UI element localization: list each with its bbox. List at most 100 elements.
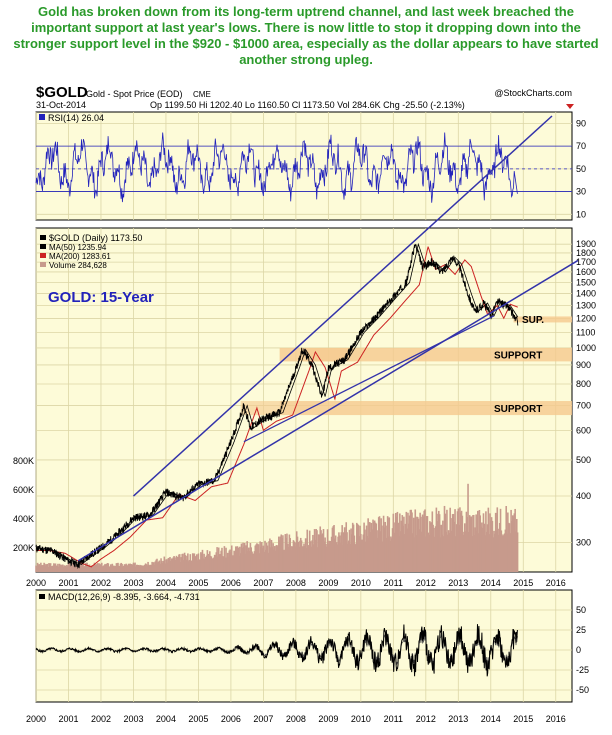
x-tick-label: 2002 xyxy=(91,714,111,724)
y-tick-label: 1200 xyxy=(576,313,596,323)
volume-tick-label: 200K xyxy=(13,543,34,553)
y-tick-label: 70 xyxy=(576,141,586,151)
y-tick-label: 1100 xyxy=(576,328,595,338)
y-tick-label: 1700 xyxy=(576,257,596,267)
support-zone xyxy=(240,401,280,416)
x-tick-label: 2015 xyxy=(513,578,533,588)
x-tick-label: 2009 xyxy=(318,714,338,724)
y-tick-label: 1500 xyxy=(576,277,596,287)
chart-annotation: GOLD: 15-Year xyxy=(48,289,154,306)
y-tick-label: 1800 xyxy=(576,248,596,258)
headline: Gold has broken down from its long-term … xyxy=(13,4,599,67)
price-line xyxy=(35,243,519,569)
y-tick-label: 10 xyxy=(576,209,586,219)
legend-entry: MA(50) 1235.94 xyxy=(49,243,107,252)
support-zone xyxy=(513,316,572,323)
macd-title: MACD(12,26,9) -8.395, -3.664, -4.731 xyxy=(48,592,200,602)
chart-date: 31-Oct-2014 xyxy=(36,100,86,110)
y-tick-label: 600 xyxy=(576,425,591,435)
x-tick-label: 2011 xyxy=(384,714,403,724)
x-tick-label: 2014 xyxy=(481,578,501,588)
support-zone-label: SUP. xyxy=(522,315,544,326)
x-tick-label: 2011 xyxy=(384,578,403,588)
chart-quote-line: Op 1199.50 Hi 1202.40 Lo 1160.50 Cl 1173… xyxy=(150,100,465,110)
legend-entry: MA(200) 1283.61 xyxy=(49,252,111,261)
x-tick-label: 2004 xyxy=(156,578,176,588)
stockcharts-credit: @StockCharts.com xyxy=(494,88,572,98)
y-tick-label: 0 xyxy=(576,645,581,655)
x-tick-label: 2007 xyxy=(253,714,273,724)
x-tick-label: 2008 xyxy=(286,578,306,588)
rsi-legend-swatch xyxy=(39,114,45,120)
support-zone-label: SUPPORT xyxy=(494,351,542,362)
y-tick-label: 900 xyxy=(576,360,591,370)
x-tick-label: 2008 xyxy=(286,714,306,724)
x-tick-label: 2016 xyxy=(546,714,566,724)
y-tick-label: 300 xyxy=(576,538,591,548)
price-panel xyxy=(35,227,573,573)
volume-tick-label: 400K xyxy=(13,514,34,524)
macd-line xyxy=(35,624,518,677)
y-tick-label: 25 xyxy=(576,625,586,635)
x-tick-label: 2002 xyxy=(91,578,111,588)
y-tick-label: 1300 xyxy=(576,301,596,311)
y-tick-label: 1900 xyxy=(576,239,596,249)
x-tick-label: 2007 xyxy=(253,578,273,588)
rsi-title: RSI(14) 26.04 xyxy=(48,113,104,123)
x-tick-label: 2013 xyxy=(448,578,468,588)
x-tick-label: 2003 xyxy=(123,578,143,588)
rsi-line xyxy=(35,132,518,203)
x-tick-label: 2010 xyxy=(351,578,371,588)
x-tick-label: 2001 xyxy=(58,714,78,724)
y-tick-label: 1600 xyxy=(576,267,596,277)
y-tick-label: 90 xyxy=(576,118,586,128)
x-tick-label: 2012 xyxy=(416,714,436,724)
legend-swatch xyxy=(40,235,46,240)
y-tick-label: 1000 xyxy=(576,343,596,353)
x-tick-label: 2001 xyxy=(58,578,78,588)
support-zone xyxy=(279,401,572,416)
legend-swatch xyxy=(40,262,46,267)
x-tick-label: 2016 xyxy=(546,578,566,588)
x-tick-label: 2006 xyxy=(221,714,241,724)
y-tick-label: 50 xyxy=(576,164,586,174)
macd-legend-swatch xyxy=(39,594,45,599)
support-zone xyxy=(305,347,348,362)
macd-panel xyxy=(35,589,573,703)
y-tick-label: 400 xyxy=(576,491,591,501)
y-tick-label: 30 xyxy=(576,187,586,197)
x-tick-label: 2004 xyxy=(156,714,176,724)
lower-trend-line xyxy=(77,259,579,562)
x-tick-label: 2006 xyxy=(221,578,241,588)
x-tick-label: 2010 xyxy=(351,714,371,724)
x-tick-label: 2005 xyxy=(188,714,208,724)
x-tick-label: 2003 xyxy=(123,714,143,724)
legend-entry: Volume 284,628 xyxy=(49,261,107,270)
legend-swatch xyxy=(40,244,46,249)
volume-tick-label: 600K xyxy=(13,485,34,495)
y-tick-label: 500 xyxy=(576,455,591,465)
rsi-panel xyxy=(35,111,573,221)
y-tick-label: 1400 xyxy=(576,289,596,299)
legend-swatch xyxy=(40,253,46,258)
support-zone-label: SUPPORT xyxy=(494,404,542,415)
chart-symbol: $GOLD xyxy=(36,84,88,101)
y-tick-label: 50 xyxy=(576,605,586,615)
x-tick-label: 2012 xyxy=(416,578,436,588)
chart-exchange: CME xyxy=(193,90,211,99)
legend-entry: $GOLD (Daily) 1173.50 xyxy=(49,233,142,243)
x-tick-label: 2014 xyxy=(481,714,501,724)
y-tick-label: 800 xyxy=(576,379,591,389)
x-tick-label: 2013 xyxy=(448,714,468,724)
inner-trend-line xyxy=(243,315,495,443)
x-tick-label: 2005 xyxy=(188,578,208,588)
x-tick-label: 2000 xyxy=(26,578,46,588)
down-arrow-icon xyxy=(566,104,574,109)
chart-instrument-name: Gold - Spot Price (EOD) xyxy=(86,89,183,99)
volume-tick-label: 800K xyxy=(13,456,34,466)
x-tick-label: 2015 xyxy=(513,714,533,724)
y-tick-label: -25 xyxy=(576,665,589,675)
x-tick-label: 2009 xyxy=(318,578,338,588)
y-tick-label: -50 xyxy=(576,685,589,695)
